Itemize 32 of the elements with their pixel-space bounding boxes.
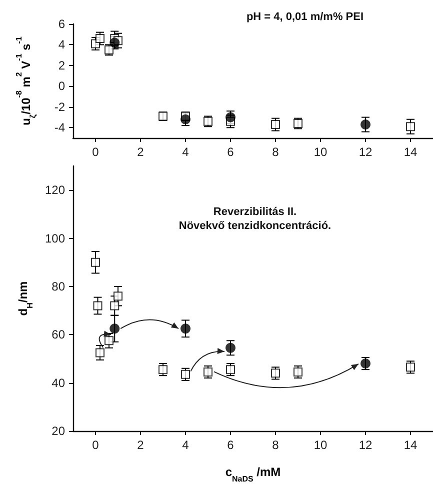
y-tick-label: 60	[52, 328, 66, 342]
y-tick-label: 100	[44, 231, 66, 246]
x-tick-label: 2	[137, 145, 144, 159]
x-tick-label: 6	[227, 438, 234, 452]
y-tick-label: 2	[58, 58, 66, 72]
y-tick-label: 0	[58, 79, 66, 94]
y-tick-label: 4	[58, 38, 66, 52]
y-axis-title: dH/nm	[16, 281, 35, 316]
x-tick-label: 4	[182, 438, 190, 452]
text: Reverzibilitás II. Növekvő tenzidkoncentráció.	[178, 206, 332, 232]
x-tick-label: 12	[358, 145, 372, 159]
y-tick-label: 40	[52, 376, 66, 390]
y-tick-label: -4	[54, 120, 66, 135]
y-tick-label: 20	[52, 424, 66, 438]
x-tick-label: 6	[227, 145, 234, 159]
x-tick-label: 10	[314, 145, 328, 159]
x-tick-label: 0	[92, 145, 100, 159]
text: uζ/10-8 m2 V-1 s-1	[14, 36, 38, 126]
x-tick-label: 8	[272, 145, 280, 159]
x-tick-label: 0	[92, 438, 100, 452]
y-tick-label: -2	[54, 100, 66, 114]
x-tick-label: 10	[314, 438, 328, 452]
x-tick-label: 8	[272, 438, 280, 452]
x-tick-label: 12	[358, 438, 372, 452]
chart-title: pH = 4, 0,01 m/m% PEI	[246, 11, 364, 23]
x-tick-label: 14	[404, 145, 418, 159]
y-tick-label: 80	[52, 279, 66, 294]
x-tick-label: 4	[182, 145, 190, 159]
x-tick-label: 14	[404, 438, 418, 452]
y-tick-label: 120	[44, 183, 66, 198]
y-tick-label: 6	[58, 17, 66, 31]
x-tick-label: 2	[137, 438, 144, 452]
